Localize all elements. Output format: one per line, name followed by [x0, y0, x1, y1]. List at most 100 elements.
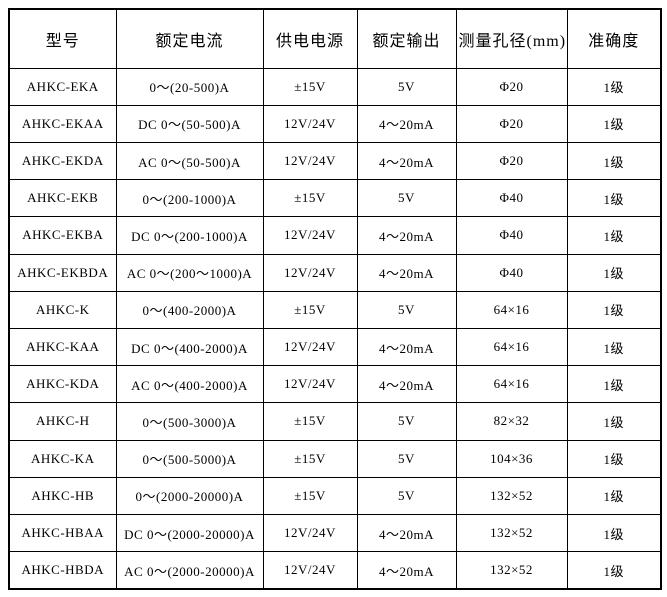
cell-accuracy: 1级: [566, 551, 662, 590]
cell-aperture: 82×32: [455, 402, 568, 441]
cell-model: AHKC-EKDA: [8, 141, 117, 181]
cell-power-supply: ±15V: [262, 476, 358, 515]
cell-aperture: 104×36: [455, 439, 568, 478]
cell-aperture: Φ20: [455, 141, 568, 181]
cell-aperture: Φ40: [455, 179, 568, 218]
cell-accuracy: 1级: [566, 104, 662, 143]
column-header-model: 型号: [8, 8, 117, 69]
cell-power-supply: 12V/24V: [262, 327, 358, 367]
cell-rated-current: DC 0～(200-1000)A: [115, 216, 264, 255]
cell-model: AHKC-H: [8, 402, 117, 441]
column-header-accuracy: 准确度: [566, 8, 662, 69]
table-row: AHKC-EKA 0～(20-500)A ±15V 5V Φ20 1级: [8, 67, 662, 106]
cell-rated-current: AC 0～(200～1000)A: [115, 253, 264, 292]
cell-rated-output: 5V: [356, 402, 457, 441]
cell-rated-current: AC 0～(2000-20000)A: [115, 551, 264, 590]
cell-rated-current: 0～(20-500)A: [115, 67, 264, 106]
cell-rated-output: 5V: [356, 290, 457, 329]
table-row: AHKC-KAA DC 0～(400-2000)A 12V/24V 4～20mA 64×…: [8, 327, 662, 367]
cell-model: AHKC-HB: [8, 476, 117, 515]
cell-rated-current: 0～(2000-20000)A: [115, 476, 264, 515]
cell-aperture: Φ20: [455, 104, 568, 143]
cell-rated-output: 4～20mA: [356, 216, 457, 255]
table-row: AHKC-EKAA DC 0～(50-500)A 12V/24V 4～20mA Φ20 1…: [8, 104, 662, 143]
cell-rated-output: 4～20mA: [356, 141, 457, 181]
cell-rated-current: 0～(400-2000)A: [115, 290, 264, 329]
cell-accuracy: 1级: [566, 476, 662, 515]
cell-rated-current: DC 0～(50-500)A: [115, 104, 264, 143]
cell-accuracy: 1级: [566, 290, 662, 329]
cell-power-supply: 12V/24V: [262, 365, 358, 404]
cell-rated-current: DC 0～(400-2000)A: [115, 327, 264, 367]
cell-accuracy: 1级: [566, 365, 662, 404]
cell-rated-current: 0～(200-1000)A: [115, 179, 264, 218]
cell-rated-output: 5V: [356, 439, 457, 478]
cell-accuracy: 1级: [566, 402, 662, 441]
cell-power-supply: ±15V: [262, 67, 358, 106]
cell-accuracy: 1级: [566, 141, 662, 181]
table-row: AHKC-HBAA DC 0～(2000-20000)A 12V/24V 4～20mA…: [8, 513, 662, 553]
cell-accuracy: 1级: [566, 439, 662, 478]
cell-aperture: Φ20: [455, 67, 568, 106]
cell-aperture: Φ40: [455, 216, 568, 255]
cell-aperture: 132×52: [455, 476, 568, 515]
cell-rated-current: AC 0～(50-500)A: [115, 141, 264, 181]
cell-aperture: 64×16: [455, 290, 568, 329]
cell-power-supply: 12V/24V: [262, 551, 358, 590]
table-row: AHKC-KDA AC 0～(400-2000)A 12V/24V 4～20mA 64×…: [8, 365, 662, 404]
cell-rated-current: DC 0～(2000-20000)A: [115, 513, 264, 553]
cell-rated-output: 4～20mA: [356, 327, 457, 367]
cell-power-supply: ±15V: [262, 290, 358, 329]
table-row: AHKC-HBDA AC 0～(2000-20000)A 12V/24V 4～20mA…: [8, 551, 662, 590]
table-row: AHKC-K 0～(400-2000)A ±15V 5V 64×16 1级: [8, 290, 662, 329]
table-row: AHKC-EKBA DC 0～(200-1000)A 12V/24V 4～20mA Φ4…: [8, 216, 662, 255]
cell-model: AHKC-HBAA: [8, 513, 117, 553]
cell-power-supply: 12V/24V: [262, 104, 358, 143]
cell-accuracy: 1级: [566, 179, 662, 218]
cell-aperture: Φ40: [455, 253, 568, 292]
table-body: AHKC-EKA 0～(20-500)A ±15V 5V Φ20 1级 AHKC-EKAA D…: [8, 67, 662, 590]
cell-power-supply: 12V/24V: [262, 253, 358, 292]
column-header-aperture: 测量孔径(mm): [455, 8, 568, 69]
cell-power-supply: ±15V: [262, 439, 358, 478]
cell-aperture: 64×16: [455, 365, 568, 404]
cell-model: AHKC-EKB: [8, 179, 117, 218]
cell-power-supply: ±15V: [262, 179, 358, 218]
cell-accuracy: 1级: [566, 253, 662, 292]
table-row: AHKC-EKB 0～(200-1000)A ±15V 5V Φ40 1级: [8, 179, 662, 218]
cell-model: AHKC-KA: [8, 439, 117, 478]
column-header-rated-current: 额定电流: [115, 8, 264, 69]
cell-model: AHKC-HBDA: [8, 551, 117, 590]
header-row: 型号 额定电流 供电电源 额定输出 测量孔径(mm) 准确度: [8, 8, 662, 69]
cell-model: AHKC-EKA: [8, 67, 117, 106]
cell-accuracy: 1级: [566, 327, 662, 367]
cell-rated-output: 5V: [356, 179, 457, 218]
table-row: AHKC-KA 0～(500-5000)A ±15V 5V 104×36 1级: [8, 439, 662, 478]
cell-rated-output: 4～20mA: [356, 104, 457, 143]
cell-aperture: 64×16: [455, 327, 568, 367]
cell-accuracy: 1级: [566, 216, 662, 255]
cell-model: AHKC-EKAA: [8, 104, 117, 143]
cell-model: AHKC-K: [8, 290, 117, 329]
cell-rated-output: 4～20mA: [356, 513, 457, 553]
table-row: AHKC-H 0～(500-3000)A ±15V 5V 82×32 1级: [8, 402, 662, 441]
cell-model: AHKC-EKBDA: [8, 253, 117, 292]
cell-rated-output: 4～20mA: [356, 253, 457, 292]
cell-aperture: 132×52: [455, 513, 568, 553]
product-spec-table: 型号 额定电流 供电电源 额定输出 测量孔径(mm) 准确度 AHKC-EKA 0～(20-…: [8, 8, 662, 590]
cell-rated-current: 0～(500-5000)A: [115, 439, 264, 478]
cell-rated-output: 4～20mA: [356, 551, 457, 590]
cell-model: AHKC-KAA: [8, 327, 117, 367]
table-row: AHKC-HB 0～(2000-20000)A ±15V 5V 132×52 1级: [8, 476, 662, 515]
cell-rated-current: 0～(500-3000)A: [115, 402, 264, 441]
cell-power-supply: 12V/24V: [262, 216, 358, 255]
column-header-power-supply: 供电电源: [262, 8, 358, 69]
cell-accuracy: 1级: [566, 67, 662, 106]
cell-rated-current: AC 0～(400-2000)A: [115, 365, 264, 404]
cell-model: AHKC-EKBA: [8, 216, 117, 255]
cell-rated-output: 5V: [356, 476, 457, 515]
cell-power-supply: 12V/24V: [262, 141, 358, 181]
cell-model: AHKC-KDA: [8, 365, 117, 404]
cell-rated-output: 4～20mA: [356, 365, 457, 404]
